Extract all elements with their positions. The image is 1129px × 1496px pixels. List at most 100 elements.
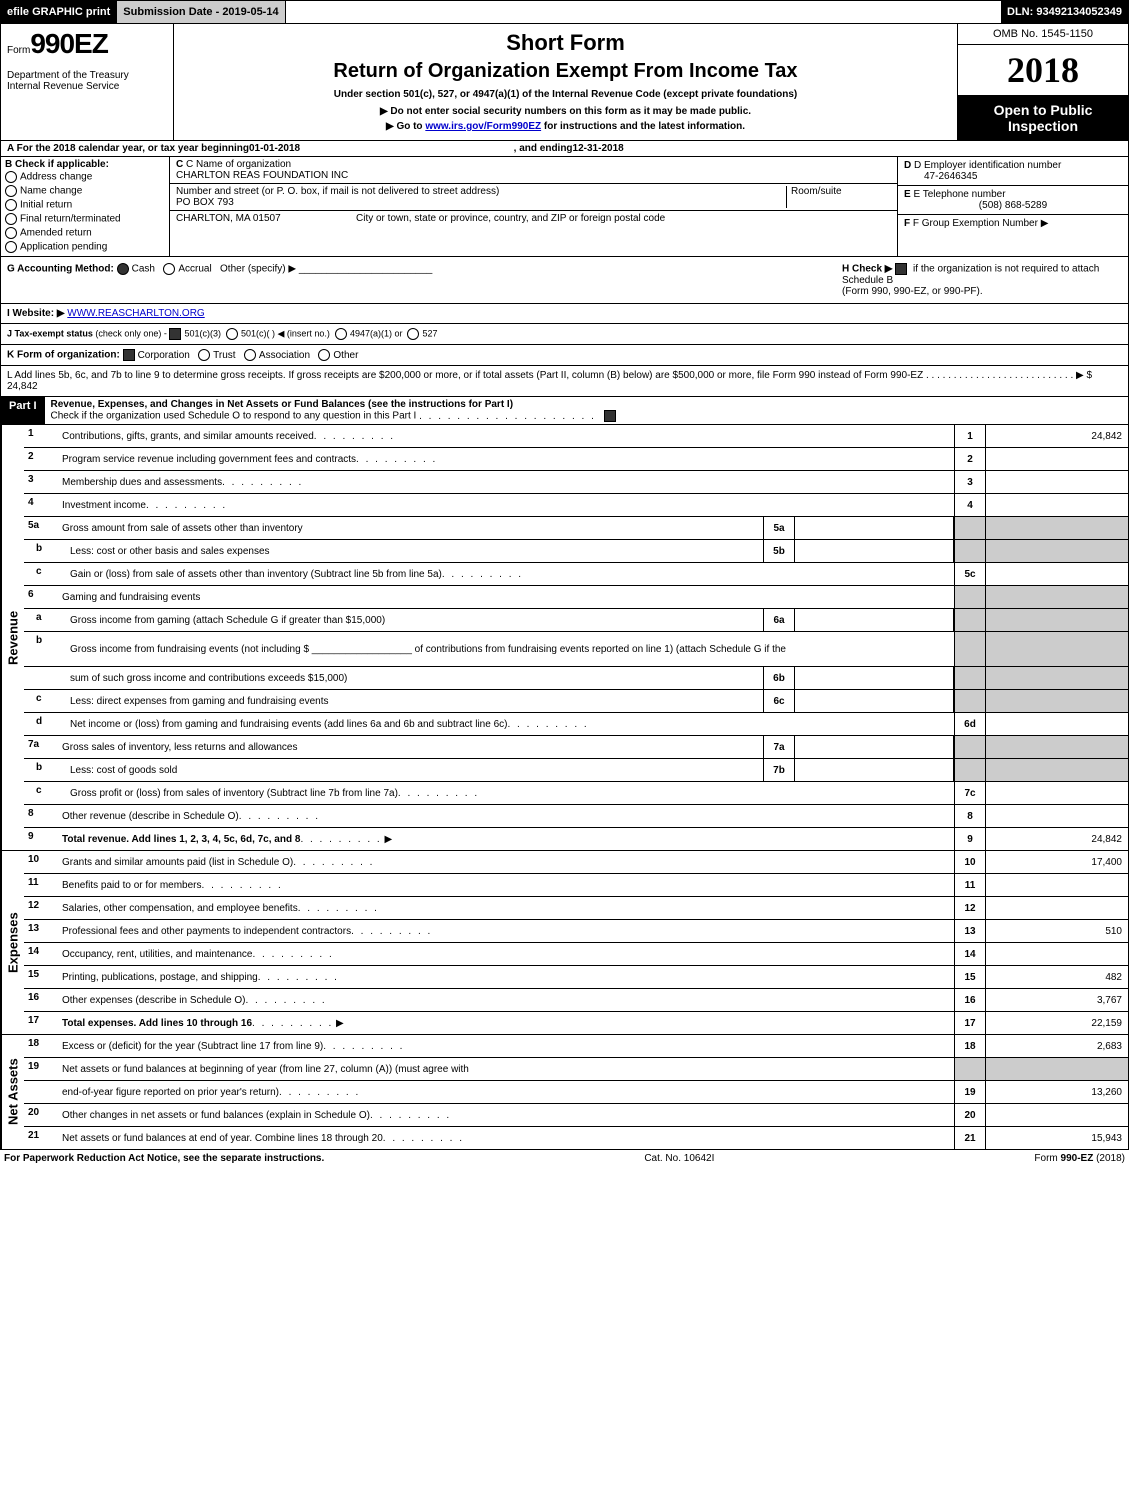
right-cell-value xyxy=(985,471,1128,493)
line-j-label: J Tax-exempt status xyxy=(7,328,93,338)
section-b-option[interactable]: Application pending xyxy=(5,240,165,254)
instruction-1: ▶ Do not enter social security numbers o… xyxy=(182,106,949,117)
right-cell-value xyxy=(985,874,1128,896)
phone-value: (508) 868-5289 xyxy=(904,200,1122,211)
row-description: end-of-year figure reported on prior yea… xyxy=(60,1081,954,1103)
row-number: c xyxy=(24,690,68,712)
row-description: Gaming and fundraising events xyxy=(60,586,954,608)
right-cell-number: 19 xyxy=(954,1081,985,1103)
4947-label: 4947(a)(1) or xyxy=(350,328,403,338)
section-b-option[interactable]: Final return/terminated xyxy=(5,212,165,226)
mid-cell-value xyxy=(795,667,954,689)
right-cell-number: 6d xyxy=(954,713,985,735)
line-k-option[interactable]: Other xyxy=(316,350,364,361)
table-row: aGross income from gaming (attach Schedu… xyxy=(24,609,1128,632)
dept-line-2: Internal Revenue Service xyxy=(7,81,119,92)
row-number: 5a xyxy=(24,517,60,539)
section-b: B Check if applicable: Address changeNam… xyxy=(1,157,170,256)
row-number: 12 xyxy=(24,897,60,919)
dln-label: DLN: 93492134052349 xyxy=(1001,1,1128,23)
row-description: Less: direct expenses from gaming and fu… xyxy=(68,690,763,712)
submission-date: Submission Date - 2019-05-14 xyxy=(117,1,285,23)
row-number: b xyxy=(24,759,68,781)
4947-radio[interactable] xyxy=(335,328,347,340)
501c-radio[interactable] xyxy=(226,328,238,340)
line-k-option[interactable]: Corporation xyxy=(123,350,196,361)
right-cell-value xyxy=(985,1104,1128,1126)
accrual-label: Accrual xyxy=(178,264,211,275)
addr-label: Number and street (or P. O. box, if mail… xyxy=(176,186,499,197)
schedule-o-checkbox[interactable] xyxy=(604,410,616,422)
org-city: CHARLTON, MA 01507 xyxy=(176,213,356,224)
mid-cell-number: 6c xyxy=(763,690,795,712)
mid-cell-value xyxy=(795,690,954,712)
line-a-mid: , and ending xyxy=(514,143,573,154)
line-k-option[interactable]: Association xyxy=(241,350,315,361)
section-b-option[interactable]: Name change xyxy=(5,184,165,198)
row-number: 20 xyxy=(24,1104,60,1126)
row-number: 19 xyxy=(24,1058,60,1080)
revenue-table-body: 1Contributions, gifts, grants, and simil… xyxy=(24,425,1128,850)
org-city-row: CHARLTON, MA 01507 City or town, state o… xyxy=(170,211,897,226)
line-a-begin: 01-01-2018 xyxy=(249,143,300,154)
line-h-checkbox[interactable] xyxy=(895,263,907,275)
row-description: Other expenses (describe in Schedule O) xyxy=(60,989,954,1011)
table-row: bGross income from fundraising events (n… xyxy=(24,632,1128,667)
line-k-options: Corporation Trust Association Other xyxy=(123,350,364,361)
527-radio[interactable] xyxy=(407,328,419,340)
right-cell-value: 15,943 xyxy=(985,1127,1128,1149)
row-number xyxy=(24,667,68,689)
section-f-label: F Group Exemption Number xyxy=(913,218,1038,229)
section-d: D D Employer identification number 47-26… xyxy=(898,157,1128,186)
right-cell-number: 4 xyxy=(954,494,985,516)
row-number: 11 xyxy=(24,874,60,896)
row-number: 4 xyxy=(24,494,60,516)
cash-radio[interactable] xyxy=(117,263,129,275)
header-center: Short Form Return of Organization Exempt… xyxy=(174,24,958,140)
mid-cell-number: 6a xyxy=(763,609,795,631)
footer-left: For Paperwork Reduction Act Notice, see … xyxy=(4,1153,324,1164)
table-row: 16Other expenses (describe in Schedule O… xyxy=(24,989,1128,1012)
row-description: Printing, publications, postage, and shi… xyxy=(60,966,954,988)
right-cell-number-grey xyxy=(954,609,985,631)
row-number xyxy=(24,1081,60,1103)
501c3-checkbox[interactable] xyxy=(169,328,181,340)
website-link[interactable]: WWW.REASCHARLTON.ORG xyxy=(67,308,204,319)
right-cell-number: 7c xyxy=(954,782,985,804)
table-row: cGross profit or (loss) from sales of in… xyxy=(24,782,1128,805)
table-row: 2Program service revenue including gover… xyxy=(24,448,1128,471)
mid-cell-value xyxy=(795,736,954,758)
table-row: 1Contributions, gifts, grants, and simil… xyxy=(24,425,1128,448)
section-b-option[interactable]: Amended return xyxy=(5,226,165,240)
line-i: I Website: ▶ WWW.REASCHARLTON.ORG xyxy=(0,304,1129,324)
right-cell-number-grey xyxy=(954,1058,985,1080)
efile-print-button[interactable]: efile GRAPHIC print xyxy=(1,1,117,23)
right-cell-number: 2 xyxy=(954,448,985,470)
row-description: Gross income from gaming (attach Schedul… xyxy=(68,609,763,631)
open-line-1: Open to Public xyxy=(960,102,1126,118)
part-1-check-line: Check if the organization used Schedule … xyxy=(51,411,417,422)
table-row: 13Professional fees and other payments t… xyxy=(24,920,1128,943)
irs-link[interactable]: www.irs.gov/Form990EZ xyxy=(425,121,541,132)
row-description: Total revenue. Add lines 1, 2, 3, 4, 5c,… xyxy=(60,828,954,850)
section-c-label-text: C Name of organization xyxy=(186,159,291,170)
org-name-row: C C Name of organization CHARLTON REAS F… xyxy=(170,157,897,184)
section-e: E E Telephone number (508) 868-5289 xyxy=(898,186,1128,215)
accrual-radio[interactable] xyxy=(163,263,175,275)
row-description: Membership dues and assessments xyxy=(60,471,954,493)
row-number: d xyxy=(24,713,68,735)
right-cell-value-grey xyxy=(985,609,1128,631)
line-l: L Add lines 5b, 6c, and 7b to line 9 to … xyxy=(0,366,1129,397)
expenses-vert-label: Expenses xyxy=(1,851,24,1034)
line-a-tax-year: A For the 2018 calendar year, or tax yea… xyxy=(0,141,1129,157)
city-label: City or town, state or province, country… xyxy=(356,213,665,224)
section-b-option[interactable]: Initial return xyxy=(5,198,165,212)
line-k-option[interactable]: Trust xyxy=(195,350,241,361)
section-b-title-text: B Check if applicable: xyxy=(5,159,109,170)
right-cell-value xyxy=(985,563,1128,585)
part-1-dots xyxy=(419,411,596,422)
section-b-option[interactable]: Address change xyxy=(5,170,165,184)
right-cell-value-grey xyxy=(985,632,1128,666)
header-left: Form990EZ Department of the Treasury Int… xyxy=(1,24,174,140)
row-description: Salaries, other compensation, and employ… xyxy=(60,897,954,919)
